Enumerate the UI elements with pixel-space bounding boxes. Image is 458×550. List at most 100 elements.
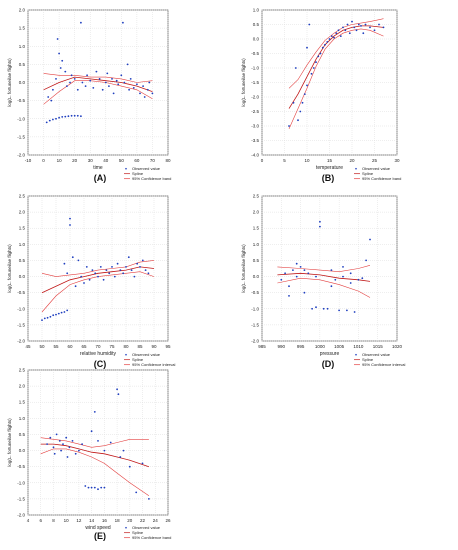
observed-point <box>109 441 112 444</box>
observed-point <box>127 256 130 259</box>
observed-point <box>55 78 57 80</box>
observed-point <box>146 88 149 91</box>
x-tick-label: 75 <box>109 344 115 349</box>
observed-point <box>84 85 87 87</box>
observed-point <box>330 285 333 288</box>
observed-point <box>378 23 380 26</box>
observed-point <box>333 36 335 39</box>
observed-point <box>147 272 150 275</box>
observed-point <box>60 449 62 452</box>
observed-point <box>351 20 353 23</box>
y-tick-label: 0.0 <box>19 80 26 85</box>
confidence-band-lower <box>288 28 384 130</box>
x-tick-label: 60 <box>134 158 140 163</box>
x-tick-label: 90 <box>151 344 157 349</box>
x-tick-label: 1015 <box>373 344 384 349</box>
y-tick-label: -2.5 <box>251 109 259 114</box>
x-tick-label: 1020 <box>392 344 403 349</box>
x-tick-label: 10 <box>304 158 310 163</box>
observed-point <box>120 74 123 77</box>
observed-point <box>299 110 302 113</box>
x-tick-label: 70 <box>95 344 101 349</box>
y-axis-label: log(L. fortunei/ae flights) <box>7 418 12 467</box>
observed-point <box>66 272 69 275</box>
observed-point <box>80 115 82 118</box>
observed-point <box>130 269 133 271</box>
legend-entry: Spline <box>362 357 374 362</box>
observed-point <box>328 38 331 40</box>
y-tick-label: -3.5 <box>251 138 259 143</box>
y-axis-label: log(L. fortunei/ae flights) <box>7 58 12 107</box>
observed-point <box>123 81 126 84</box>
legend-entry: 95% Confidence band <box>362 176 401 181</box>
legend-entry: Spline <box>362 171 374 176</box>
observed-point <box>55 313 57 316</box>
chart-panel: 985 990 995 1000 1005 1010 1015 1020 -2.0 -1.5 -1.… <box>241 194 405 370</box>
spline-line <box>41 266 155 294</box>
y-tick-label: -1.0 <box>251 66 259 71</box>
y-tick-label: -4.0 <box>251 153 259 158</box>
observed-point <box>317 55 320 58</box>
observed-point <box>41 319 43 321</box>
chart-panel: 45 50 55 60 65 70 75 80 85 90 95 -2.0 -1.5 -1.0 -0.5 0.… <box>7 194 175 370</box>
x-tick-label: -10 <box>25 158 32 163</box>
observed-point <box>103 449 106 452</box>
observed-point <box>322 307 325 310</box>
confidence-band-lower <box>277 277 371 298</box>
observed-point <box>59 67 62 69</box>
legend-marker <box>355 167 357 170</box>
observed-point <box>65 436 68 439</box>
observed-point <box>295 275 298 278</box>
y-tick-label: 1.0 <box>19 242 26 247</box>
observed-point <box>335 32 338 35</box>
y-tick-label: -2.0 <box>251 339 259 344</box>
observed-point <box>76 114 79 117</box>
observed-point <box>92 87 95 89</box>
observed-point <box>361 277 364 280</box>
y-tick-label: 0.5 <box>19 62 26 67</box>
observed-point <box>321 46 324 49</box>
observed-point <box>66 456 69 458</box>
confidence-band-lower <box>40 448 150 496</box>
observed-point <box>133 275 136 278</box>
y-tick-label: 0.5 <box>253 22 260 27</box>
legend-entry: Observed value <box>132 166 161 171</box>
observed-point <box>69 224 71 226</box>
spline-line <box>43 76 153 92</box>
observed-point <box>68 446 71 449</box>
y-tick-label: 2.5 <box>19 368 26 373</box>
legend-entry: Spline <box>132 171 144 176</box>
observed-point <box>292 101 295 104</box>
observed-point <box>315 306 317 309</box>
panel-label: (B) <box>322 173 335 183</box>
observed-point <box>310 72 313 75</box>
observed-point <box>139 92 141 95</box>
observed-point <box>111 78 113 80</box>
observed-point <box>348 32 351 35</box>
observed-point <box>62 443 64 445</box>
legend-marker <box>355 353 357 356</box>
observed-point <box>61 116 64 118</box>
y-tick-label: -1.5 <box>251 322 259 327</box>
x-tick-label: 10 <box>64 518 70 523</box>
chart-panel: -10 0 10 20 30 40 50 60 70 80 -2.0 -1.5 -1.0 -0.5 0.0 0… <box>7 8 171 184</box>
observed-point <box>284 272 286 275</box>
observed-point <box>339 35 342 37</box>
chart-panel: 0 5 10 15 20 25 30 -4.0 -3.5 -3.0 -2.5 -2.0 -1.5 -1.0… <box>241 8 401 184</box>
y-tick-label: 2.5 <box>253 194 260 199</box>
x-tick-label: 0 <box>42 158 45 163</box>
observed-point <box>76 88 79 91</box>
spline-line <box>277 272 371 282</box>
legend-marker <box>125 167 127 170</box>
y-tick-label: 2.0 <box>19 210 26 215</box>
observed-point <box>90 430 93 433</box>
observed-point <box>324 43 326 46</box>
observed-point <box>52 118 54 121</box>
observed-point <box>330 35 333 37</box>
observed-point <box>136 83 138 86</box>
observed-point <box>97 488 99 491</box>
observed-point <box>90 486 93 489</box>
observed-point <box>349 282 352 284</box>
legend-marker <box>125 353 127 356</box>
